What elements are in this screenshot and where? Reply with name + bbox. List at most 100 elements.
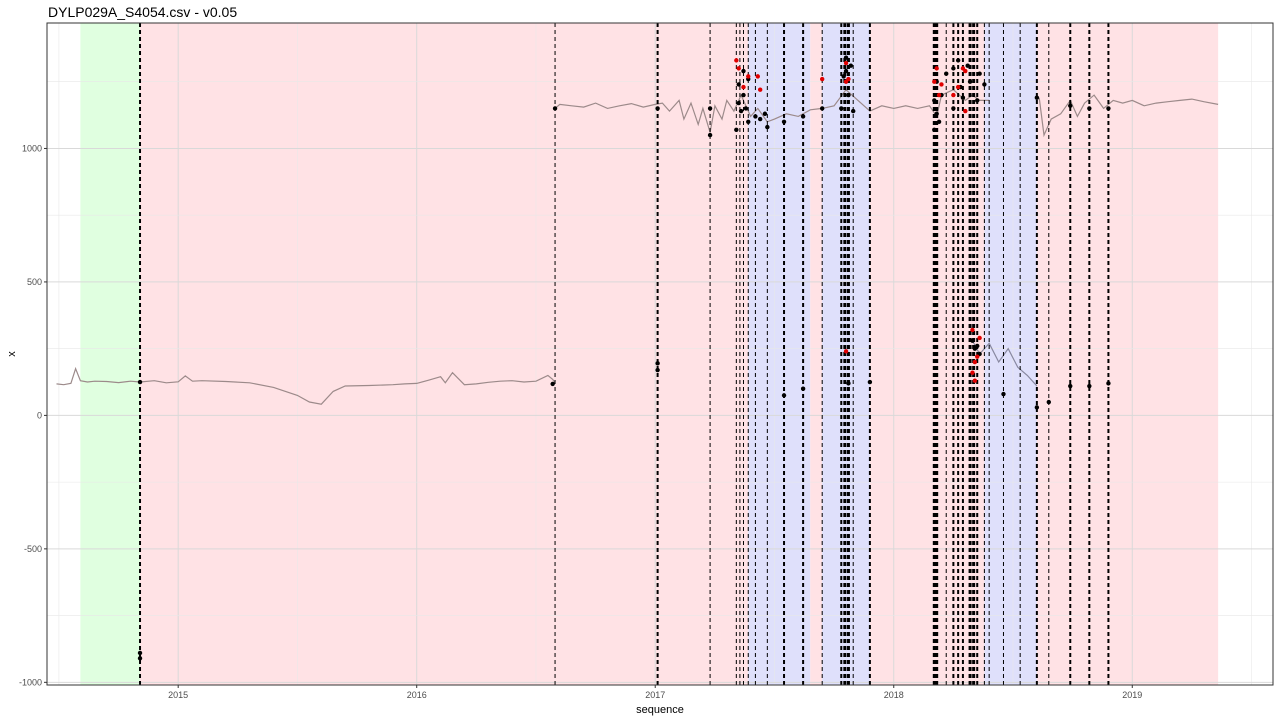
data-point bbox=[819, 106, 825, 111]
data-point-red bbox=[970, 370, 975, 375]
data-point bbox=[1106, 381, 1111, 386]
data-point bbox=[1001, 391, 1006, 397]
data-point bbox=[843, 68, 849, 74]
data-point bbox=[137, 379, 143, 385]
data-point bbox=[707, 132, 713, 138]
data-point bbox=[736, 82, 741, 87]
x-tick-label: 2015 bbox=[168, 690, 188, 700]
data-point bbox=[1034, 405, 1040, 410]
data-point bbox=[977, 71, 982, 76]
series-line bbox=[1038, 94, 1219, 138]
data-point bbox=[757, 116, 763, 122]
data-point bbox=[846, 381, 851, 386]
data-point bbox=[655, 367, 660, 373]
data-point bbox=[932, 98, 937, 103]
data-point bbox=[846, 92, 851, 98]
data-point-red bbox=[819, 76, 825, 82]
data-point bbox=[975, 343, 980, 349]
grid-layer bbox=[47, 23, 1273, 685]
y-tick-label: 500 bbox=[27, 277, 42, 287]
data-point bbox=[936, 119, 942, 124]
data-point bbox=[955, 58, 961, 63]
data-point-red bbox=[963, 68, 968, 74]
x-tick-label: 2018 bbox=[884, 690, 904, 700]
data-point-red bbox=[977, 335, 982, 341]
x-axis-title: sequence bbox=[636, 704, 684, 716]
data-point-red bbox=[972, 378, 978, 383]
data-point bbox=[1068, 383, 1073, 389]
region-band-red bbox=[140, 23, 749, 685]
data-point bbox=[1106, 106, 1111, 111]
y-tick-label: -1000 bbox=[19, 677, 42, 687]
data-point bbox=[781, 393, 787, 398]
data-point bbox=[753, 114, 758, 119]
data-point-red bbox=[955, 84, 961, 90]
data-point bbox=[1087, 106, 1092, 111]
data-point-red bbox=[755, 74, 760, 79]
data-point bbox=[982, 82, 987, 87]
region-band-green bbox=[80, 23, 141, 685]
series-line bbox=[56, 366, 556, 405]
x-tick-label: 2019 bbox=[1122, 690, 1142, 700]
data-point-red bbox=[970, 327, 975, 333]
data-point bbox=[965, 63, 970, 68]
x-tick-label: 2016 bbox=[407, 690, 427, 700]
series-line bbox=[554, 88, 990, 133]
x-axis-ticks: 2015 2016 2017 2018 2019 bbox=[168, 685, 1142, 700]
data-point bbox=[841, 74, 846, 79]
data-point-red bbox=[934, 66, 939, 71]
regions-layer bbox=[80, 23, 1219, 685]
data-point-red bbox=[932, 79, 937, 84]
data-point bbox=[867, 379, 873, 385]
data-point bbox=[655, 361, 660, 366]
data-point-red bbox=[936, 92, 942, 98]
data-point-red bbox=[757, 87, 763, 92]
panel-border bbox=[46, 22, 1274, 686]
data-point bbox=[137, 656, 143, 661]
data-point bbox=[975, 98, 980, 103]
data-point bbox=[1087, 383, 1092, 389]
data-point-red bbox=[741, 84, 746, 90]
data-point-red bbox=[846, 76, 851, 82]
data-point bbox=[800, 114, 806, 119]
data-point-red bbox=[746, 74, 751, 79]
y-tick-label: 0 bbox=[37, 410, 42, 420]
data-point bbox=[781, 119, 787, 124]
data-point bbox=[967, 79, 973, 84]
data-point bbox=[944, 71, 949, 76]
data-point bbox=[951, 66, 956, 71]
chart-title: DYLP029A_S4054.csv - v0.05 bbox=[48, 4, 238, 20]
data-point bbox=[734, 127, 739, 132]
data-point bbox=[137, 650, 143, 656]
data-point bbox=[552, 106, 558, 111]
data-point bbox=[951, 106, 956, 111]
data-point bbox=[1034, 95, 1040, 100]
data-point bbox=[851, 108, 856, 114]
y-tick-label: -500 bbox=[24, 544, 42, 554]
data-point bbox=[762, 111, 768, 116]
x-tick-label: 2017 bbox=[645, 690, 665, 700]
y-axis-ticks: -1000 -500 0 500 1000 bbox=[19, 143, 47, 687]
data-point bbox=[746, 119, 751, 124]
region-band-red bbox=[810, 23, 823, 685]
points-layer bbox=[137, 55, 1111, 661]
data-point bbox=[970, 338, 975, 343]
data-point bbox=[932, 127, 937, 132]
data-point-red bbox=[734, 58, 739, 63]
data-point bbox=[843, 55, 849, 60]
data-point bbox=[848, 63, 854, 68]
data-point bbox=[800, 386, 806, 391]
y-axis-title: x bbox=[6, 351, 18, 357]
data-point-red bbox=[951, 92, 956, 98]
data-point bbox=[960, 95, 966, 100]
y-tick-label: 1000 bbox=[22, 143, 42, 153]
changepoints-layer bbox=[139, 23, 1110, 685]
data-point bbox=[765, 124, 770, 130]
data-point bbox=[707, 106, 713, 111]
data-point bbox=[743, 106, 749, 111]
region-band-red bbox=[1036, 23, 1219, 685]
data-point-red bbox=[939, 82, 944, 87]
data-point bbox=[934, 111, 939, 116]
data-point bbox=[839, 106, 844, 111]
